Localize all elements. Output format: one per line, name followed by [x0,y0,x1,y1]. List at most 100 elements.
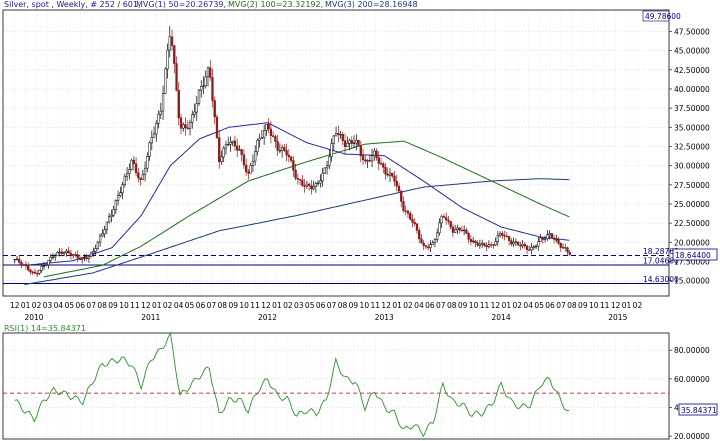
x-tick-label: 03 [43,301,53,310]
price-bar-body [283,147,286,151]
price-bar-body [415,223,419,231]
price-bar-body [424,245,428,248]
price-bar-body [411,219,414,223]
price-bar-body [20,262,23,266]
price-bar-body [155,123,158,135]
price-bar-body [496,235,500,242]
price-bar-body [240,149,243,155]
price-bar-body [236,145,239,151]
price-bar-body [218,137,221,163]
x-tick-label: 06 [196,301,206,310]
main-y-tick-label: 27.50000 [674,181,710,190]
rsi-line [14,331,570,438]
price-bar-body [386,173,389,176]
price-bar-body [265,124,268,131]
x-tick-label: 04 [414,301,424,310]
price-bar-body [316,182,320,185]
price-bar-body [370,155,374,162]
price-bar-body [289,156,293,161]
price-bar-body [229,142,232,145]
horizontal-level-label: 18.28763 [643,247,679,256]
price-bar-body [348,140,351,144]
price-bar-body [402,201,405,211]
price-bar-body [530,247,533,251]
price-bar-body [112,209,115,216]
price-bar-body [451,226,455,233]
x-tick-label: 01 [21,301,31,310]
price-bar-body [227,143,230,146]
price-bar-body [485,245,488,248]
chart-header-mvg1: MVG(1) 50=20.26739, [136,0,226,9]
price-bar-body [564,247,567,249]
price-bar-body [254,151,257,162]
x-tick-label: 07 [86,301,96,310]
price-bar-body [269,128,273,136]
price-bar-body [541,237,544,240]
price-bar-body [460,229,464,232]
price-bar-body [74,254,77,256]
price-bar-body [568,251,571,255]
price-bar-body [146,156,149,169]
x-tick-label: 12 [611,301,621,310]
price-bar-body [78,257,82,260]
moving-averages [24,122,570,285]
price-bar-body [195,103,198,113]
main-y-tick-label: 15.00000 [674,277,710,286]
price-bar-body [521,244,524,247]
price-bar-body [33,271,37,274]
rsi-y-tick-label: 60.00000 [674,375,710,384]
price-bar-body [27,265,30,271]
price-bar-body [332,135,335,144]
rsi-header: RSI(1) 14=35.84371 [4,324,86,333]
price-bar-body [116,195,120,201]
price-bar-body [170,36,174,46]
current-price-label: 18.64400 [675,251,711,260]
main-y-tick-label: 20.00000 [674,238,710,247]
price-bar-body [523,244,526,247]
price-bar-body [105,221,109,231]
price-bar-body [242,154,246,166]
horizontal-level-label: 14.63000 [643,275,679,284]
price-bar-body [409,213,412,220]
price-bar-body [393,175,396,182]
price-bar-body [42,265,46,267]
price-bar-body [157,113,160,124]
price-bar-body [276,141,279,151]
x-tick-label: 09 [458,301,468,310]
x-tick-label: 03 [294,301,304,310]
price-bar-body [40,266,43,271]
price-bar-body [476,242,479,246]
price-bar-body [397,185,401,192]
price-bar-body [413,222,416,225]
price-bar-body [166,49,169,70]
price-bar-body [375,150,378,158]
price-bar-body [134,163,138,173]
x-tick-label: 09 [228,301,238,310]
price-bar-body [182,124,185,129]
price-bar-body [206,67,210,78]
price-bar-body [47,260,50,266]
main-y-tick-label: 40.00000 [674,85,710,94]
price-bar-body [49,256,52,261]
x-tick-label: 02 [513,301,523,310]
price-bar-body [121,184,124,194]
price-bar-body [301,179,304,186]
x-tick-label: 06 [316,301,326,310]
price-bar-body [418,230,421,240]
price-bar-body [296,178,300,180]
price-bar-body [310,185,313,190]
price-bar-body [357,139,360,147]
price-bar-body [148,142,151,157]
price-bar-body [128,169,131,174]
price-bar-body [204,76,207,87]
x-tick-label: 01 [152,301,162,310]
price-bar-body [168,36,171,51]
x-year-label: 2013 [375,313,394,322]
x-tick-label: 10 [589,301,599,310]
x-tick-label: 07 [436,301,446,310]
price-bar-body [60,251,64,254]
x-tick-label: 09 [578,301,588,310]
price-bar-body [222,147,225,158]
